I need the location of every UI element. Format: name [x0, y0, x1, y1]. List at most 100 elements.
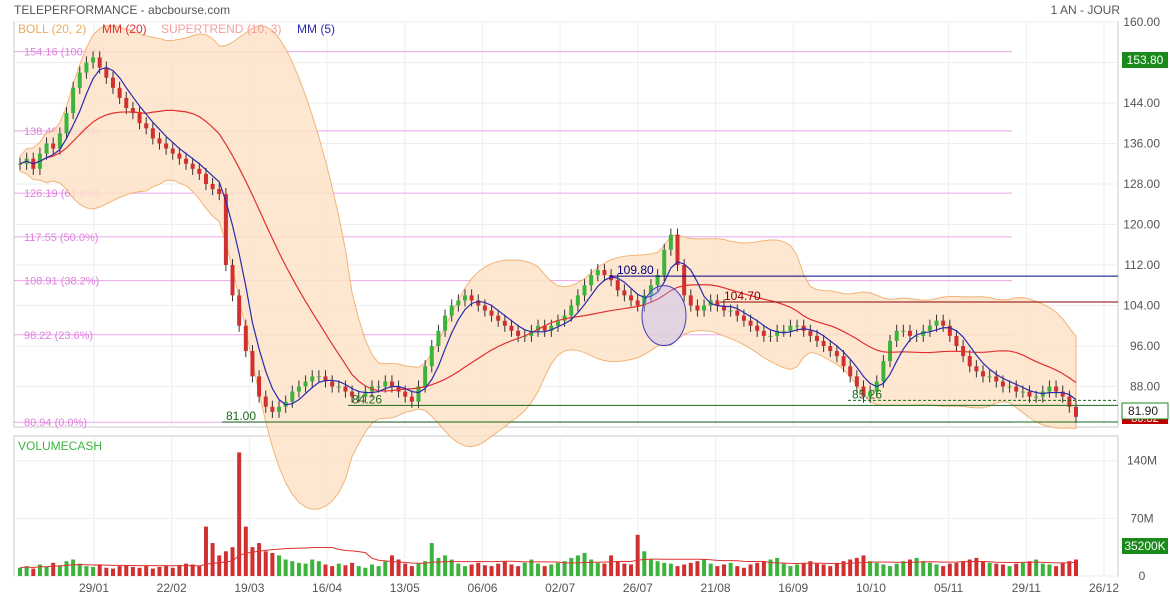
candle-body	[223, 194, 228, 265]
candle-body	[476, 300, 481, 306]
candle-body	[1027, 391, 1032, 397]
candle-body	[416, 386, 421, 402]
volume-bar	[768, 559, 773, 576]
candle-body	[615, 280, 620, 291]
candle-body	[668, 234, 673, 250]
volume-bar	[203, 526, 208, 576]
price-tick-label: 160.00	[1123, 15, 1160, 29]
volume-bar	[834, 562, 839, 576]
volume-bar	[602, 563, 607, 576]
candle-body	[243, 325, 248, 352]
candle-body	[137, 113, 142, 124]
candle-body	[768, 335, 773, 337]
price-tick-label: 96.00	[1130, 339, 1160, 353]
volume-bar	[383, 561, 388, 576]
candle-body	[363, 391, 368, 397]
volume-bar	[629, 564, 634, 576]
volume-bar	[914, 557, 919, 576]
volume-bar	[522, 562, 527, 576]
volume-bar	[927, 562, 932, 576]
volume-bar	[848, 559, 853, 576]
candle-body	[130, 108, 135, 114]
volume-bar	[104, 567, 109, 576]
volume-bar	[416, 563, 421, 576]
candle-body	[629, 295, 634, 301]
volume-bar	[868, 561, 873, 576]
volume-bar	[861, 555, 866, 576]
volume-bar	[1060, 562, 1065, 576]
candle-body	[536, 325, 541, 331]
volume-bar	[967, 559, 972, 576]
volume-bar	[462, 566, 467, 576]
volume-bar	[469, 564, 474, 576]
candle-body	[688, 295, 693, 306]
volume-bar	[761, 561, 766, 576]
volume-bar	[270, 552, 275, 576]
volume-bar	[715, 566, 720, 576]
candle-body	[695, 305, 700, 311]
candle-body	[735, 310, 740, 316]
volume-bar	[907, 559, 912, 576]
x-tick-label: 16/09	[778, 581, 808, 595]
volume-bar	[257, 543, 262, 576]
candle-body	[150, 128, 155, 139]
candle-body	[77, 72, 82, 88]
volume-bar	[130, 566, 135, 576]
volume-bars	[18, 452, 1078, 576]
candle-body	[781, 330, 786, 332]
volume-bar	[947, 563, 952, 576]
volume-bar	[994, 563, 999, 576]
resistance-label: 109.80	[617, 263, 654, 277]
volume-bar	[64, 561, 69, 576]
volume-bar	[91, 566, 96, 576]
candle-body	[44, 143, 49, 154]
candle-body	[502, 320, 507, 326]
volume-title: VOLUMECASH	[18, 439, 102, 453]
candle-body	[569, 305, 574, 316]
candle-body	[775, 330, 780, 336]
candle-body	[1054, 386, 1059, 392]
mm20-line	[19, 109, 1077, 392]
candle-body	[635, 300, 640, 306]
volume-bar	[350, 562, 355, 576]
volume-bar	[814, 563, 819, 576]
legend-supertrend: SUPERTREND (10, 3)	[161, 22, 281, 36]
volume-bar	[502, 561, 507, 576]
candle-body	[761, 330, 766, 336]
volume-badge-value: 35200K	[1124, 539, 1165, 553]
volume-bar	[1000, 564, 1005, 576]
candle-body	[376, 386, 381, 388]
volume-bar	[642, 551, 647, 576]
candlesticks	[18, 51, 1078, 423]
candle-body	[170, 148, 175, 154]
volume-bar	[376, 566, 381, 576]
volume-bar	[170, 567, 175, 576]
candle-body	[383, 381, 388, 387]
price-tick-label: 88.00	[1130, 380, 1160, 394]
candle-body	[861, 386, 866, 397]
volume-bar	[582, 552, 587, 576]
volume-bar	[516, 566, 521, 576]
volume-bar	[363, 567, 368, 576]
volume-tick-label: 140M	[1127, 454, 1157, 468]
volume-bar	[1014, 563, 1019, 576]
volume-bar	[230, 547, 235, 576]
candle-body	[894, 330, 899, 341]
volume-bar	[569, 557, 574, 576]
candle-body	[469, 295, 474, 301]
volume-bar	[808, 561, 813, 576]
candle-body	[330, 381, 335, 387]
volume-bar	[901, 561, 906, 576]
candle-body	[250, 351, 255, 377]
volume-bar	[476, 562, 481, 576]
volume-bar	[609, 555, 614, 576]
volume-bar	[303, 563, 308, 576]
candle-body	[57, 133, 62, 149]
volume-bar	[941, 566, 946, 576]
legend-mm5: MM (5)	[297, 22, 335, 36]
fib-label: 98.22 (23.6%)	[24, 330, 93, 342]
candle-body	[396, 386, 401, 392]
volume-bar	[981, 561, 986, 576]
period-label[interactable]: 1 AN - JOUR	[1051, 3, 1121, 17]
volume-bar	[296, 562, 301, 576]
